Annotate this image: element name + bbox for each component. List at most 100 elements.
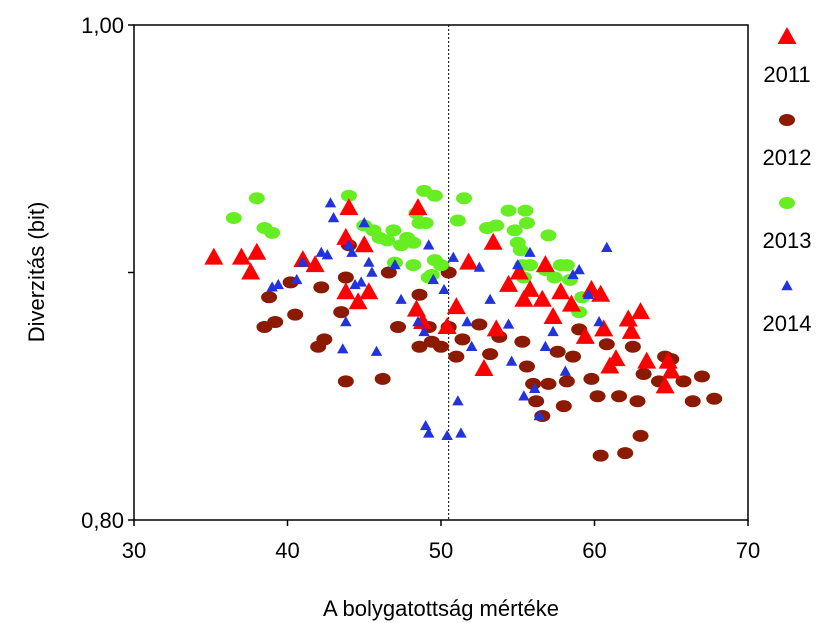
data-point-2014 [441, 429, 453, 441]
data-point-2014 [363, 256, 375, 267]
data-point-2014 [502, 318, 515, 329]
data-point-2013 [488, 219, 505, 232]
data-point-2014 [484, 293, 496, 304]
data-point-2011 [231, 247, 251, 265]
data-point-2011 [532, 289, 552, 307]
legend-label-2012: 2012 [763, 145, 812, 170]
data-point-2011 [459, 252, 479, 270]
data-point-2014 [423, 239, 435, 250]
data-point-2011 [535, 255, 555, 273]
data-point-2012 [617, 447, 634, 460]
data-point-2011 [509, 262, 529, 280]
data-point-2011 [575, 326, 595, 344]
data-point-2012 [471, 318, 488, 331]
data-point-2012 [514, 335, 531, 348]
x-tick-label: 30 [122, 538, 146, 563]
data-point-2012 [313, 281, 330, 294]
data-point-2011 [486, 319, 506, 337]
data-point-2014 [355, 276, 367, 287]
data-point-2011 [336, 282, 356, 300]
series-2014 [266, 197, 613, 441]
data-point-2014 [505, 355, 518, 366]
data-point-2014 [512, 259, 524, 270]
data-point-2012 [528, 395, 545, 408]
data-point-2011 [594, 319, 614, 337]
data-point-2014 [321, 249, 334, 260]
data-point-2013 [405, 259, 422, 272]
data-point-2011 [591, 284, 611, 302]
data-point-2011 [606, 349, 626, 367]
x-axis-label: A bolygatottság mértéke [323, 596, 559, 621]
data-point-2013 [379, 234, 396, 247]
data-point-2011 [543, 307, 563, 325]
data-point-2012 [267, 316, 284, 328]
data-point-2011 [621, 321, 641, 339]
data-point-2012 [287, 308, 304, 321]
data-point-2012 [261, 291, 278, 304]
data-point-2014 [447, 251, 459, 262]
data-point-2012 [629, 395, 646, 408]
data-point-2011 [247, 242, 267, 260]
data-point-2014 [389, 259, 401, 270]
data-point-2013 [546, 271, 563, 284]
data-point-2011 [631, 302, 651, 320]
data-point-2011 [483, 232, 503, 250]
data-point-2014 [423, 427, 435, 438]
legend-marker-2013 [779, 197, 795, 209]
y-axis-label: Diverzitás (bit) [24, 202, 49, 343]
data-point-2012 [374, 372, 391, 385]
data-point-2014 [573, 264, 585, 275]
legend-marker-2011 [777, 27, 797, 44]
data-point-2013 [385, 224, 402, 237]
data-point-2013 [522, 259, 539, 272]
data-point-2011 [339, 198, 359, 216]
data-point-2014 [297, 256, 309, 267]
data-point-2013 [423, 268, 440, 281]
data-point-2014 [343, 239, 355, 250]
data-point-2014 [528, 382, 541, 394]
data-point-2014 [370, 345, 383, 356]
data-point-2012 [592, 449, 609, 462]
data-point-2013 [512, 244, 529, 257]
data-point-2012 [549, 345, 566, 358]
data-point-2014 [559, 365, 572, 376]
data-point-2012 [555, 400, 572, 413]
data-point-2014 [327, 212, 340, 223]
data-point-2011 [618, 309, 638, 327]
data-point-2012 [540, 377, 557, 390]
data-point-2012 [482, 348, 499, 361]
data-point-2013 [426, 189, 443, 202]
data-point-2011 [204, 247, 224, 265]
data-point-2012 [316, 333, 333, 346]
data-point-2014 [324, 197, 337, 208]
data-point-2012 [518, 360, 535, 373]
data-point-2012 [632, 429, 649, 442]
legend-label-2011: 2011 [763, 62, 810, 87]
data-point-2012 [380, 266, 397, 279]
x-tick-label: 50 [429, 538, 453, 563]
data-point-2013 [506, 224, 523, 237]
data-point-2014 [358, 217, 370, 228]
data-point-2011 [499, 274, 519, 292]
data-points [204, 184, 723, 462]
legend-label-2014: 2014 [763, 311, 812, 336]
data-point-2012 [624, 340, 641, 353]
data-point-2011 [446, 297, 466, 315]
data-point-2012 [565, 350, 582, 363]
data-point-2013 [225, 212, 242, 225]
data-point-2011 [406, 299, 426, 317]
data-point-2013 [518, 217, 535, 229]
data-point-2011 [354, 235, 374, 253]
data-point-2012 [390, 320, 407, 333]
data-point-2013 [558, 259, 575, 272]
data-point-2014 [539, 340, 552, 351]
data-point-2014 [395, 293, 407, 304]
data-point-2013 [449, 214, 466, 227]
data-point-2012 [611, 390, 628, 403]
data-point-2011 [348, 292, 368, 310]
data-point-2014 [427, 273, 440, 285]
data-point-2014 [272, 278, 284, 290]
data-point-2014 [533, 410, 545, 421]
data-point-2014 [438, 283, 450, 295]
